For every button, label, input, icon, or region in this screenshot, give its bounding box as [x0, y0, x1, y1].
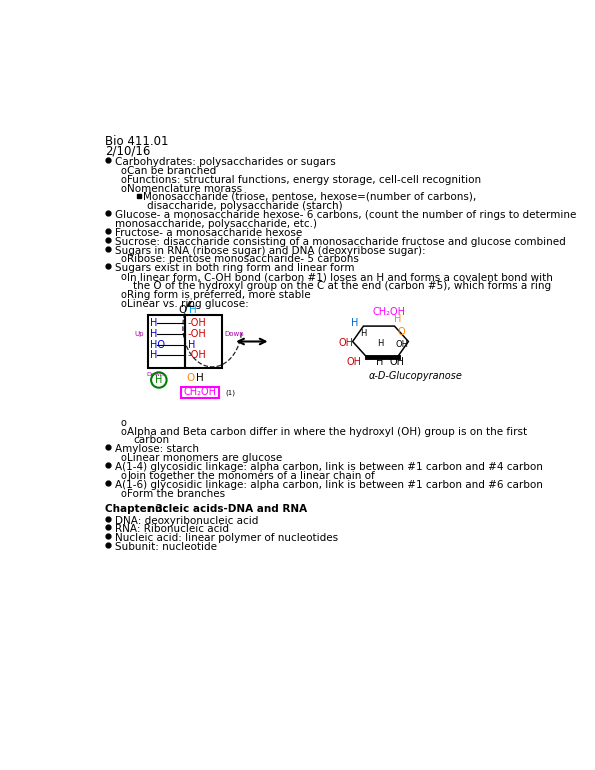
Text: H: H [187, 340, 195, 350]
Text: o: o [121, 272, 127, 282]
Text: Chapter 3:: Chapter 3: [105, 504, 167, 514]
Bar [148, 316, 185, 367]
Text: nucleic acids-DNA and RNA: nucleic acids-DNA and RNA [144, 504, 307, 514]
Text: O: O [187, 373, 195, 383]
Text: H: H [155, 375, 162, 385]
Text: o: o [121, 254, 127, 264]
Text: Can be branched: Can be branched [127, 166, 217, 176]
Text: -OH: -OH [187, 350, 206, 360]
Text: o: o [121, 470, 127, 480]
Text: o: o [121, 299, 127, 309]
Text: (1): (1) [226, 389, 236, 396]
Text: disaccharide, polysaccharide (starch): disaccharide, polysaccharide (starch) [147, 201, 343, 211]
Text: In linear form, C-OH bond (carbon #1) loses an H and forms a covalent bond with: In linear form, C-OH bond (carbon #1) lo… [127, 272, 553, 282]
Text: A(1-6) glycosidic linkage: alpha carbon, link is between #1 carbon and #6 carbon: A(1-6) glycosidic linkage: alpha carbon,… [115, 480, 543, 490]
Text: O: O [178, 304, 186, 314]
Text: Nucleic acid: linear polymer of nucleotides: Nucleic acid: linear polymer of nucleoti… [115, 533, 338, 543]
Text: monosaccharide, polysaccharide, etc.): monosaccharide, polysaccharide, etc.) [115, 219, 317, 229]
Text: H: H [361, 330, 367, 338]
Text: o: o [121, 488, 127, 498]
Text: Carbohydrates: polysaccharides or sugars: Carbohydrates: polysaccharides or sugars [115, 157, 336, 167]
Text: Glucose- a monosaccharide hexose- 6 carbons, (count the number of rings to deter: Glucose- a monosaccharide hexose- 6 carb… [115, 210, 576, 220]
Text: Linear monomers are glucose: Linear monomers are glucose [127, 453, 282, 463]
Text: o: o [121, 175, 127, 185]
Text: Subunit: nucleotide: Subunit: nucleotide [115, 542, 217, 552]
Bar [180, 387, 220, 397]
Text: Up: Up [134, 331, 143, 336]
Text: H: H [151, 350, 158, 360]
Text: H: H [151, 329, 158, 339]
Text: o: o [121, 290, 127, 300]
Text: Sugars in RNA (ribose sugar) and DNA (deoxyribose sugar):: Sugars in RNA (ribose sugar) and DNA (de… [115, 246, 425, 256]
Text: o: o [121, 166, 127, 176]
Text: H: H [151, 318, 158, 328]
Text: Alpha and Beta carbon differ in where the hydroxyl (OH) group is on the first: Alpha and Beta carbon differ in where th… [127, 427, 527, 437]
Text: Monosaccharide (triose, pentose, hexose=(number of carbons),: Monosaccharide (triose, pentose, hexose=… [143, 192, 476, 203]
Text: HO: HO [151, 340, 165, 350]
Text: H: H [351, 318, 358, 328]
Text: H: H [377, 339, 383, 347]
Text: o: o [121, 427, 127, 437]
Text: OH: OH [390, 357, 405, 367]
Text: -OH: -OH [187, 318, 206, 328]
Text: Functions: structural functions, energy storage, cell-cell recognition: Functions: structural functions, energy … [127, 175, 481, 185]
Text: Amylose: starch: Amylose: starch [115, 444, 199, 454]
Text: CH₂OH: CH₂OH [183, 387, 217, 397]
Bar [185, 316, 223, 367]
Text: Sucrose: disaccharide consisting of a monosaccharide fructose and glucose combin: Sucrose: disaccharide consisting of a mo… [115, 236, 565, 246]
Text: Down: Down [146, 371, 164, 377]
Text: H: H [394, 314, 402, 324]
Text: -OH: -OH [187, 329, 206, 339]
Text: A(1-4) glycosidic linkage: alpha carbon, link is between #1 carbon and #4 carbon: A(1-4) glycosidic linkage: alpha carbon,… [115, 462, 543, 472]
Text: the O of the hydroxyl group on the C at the end (carbon #5), which forms a ring: the O of the hydroxyl group on the C at … [133, 281, 552, 291]
Text: Down: Down [225, 331, 245, 336]
Text: H: H [196, 373, 204, 383]
Text: Ring form is preferred, more stable: Ring form is preferred, more stable [127, 290, 311, 300]
Text: Ribose: pentose monosaccharide- 5 carbons: Ribose: pentose monosaccharide- 5 carbon… [127, 254, 359, 264]
Text: Form the branches: Form the branches [127, 488, 225, 498]
Text: H: H [189, 304, 197, 314]
Text: Fructose- a monosaccharide hexose: Fructose- a monosaccharide hexose [115, 228, 302, 238]
Text: O: O [397, 327, 405, 337]
Text: OH: OH [339, 338, 353, 348]
Text: α-D-Glucopyranose: α-D-Glucopyranose [369, 370, 463, 380]
Text: H: H [376, 357, 383, 367]
Text: Bio 411.01: Bio 411.01 [105, 135, 169, 148]
Text: o: o [121, 183, 127, 193]
Text: 2/10/16: 2/10/16 [105, 145, 151, 158]
Text: RNA: Ribonucleic acid: RNA: Ribonucleic acid [115, 524, 228, 534]
Text: o: o [121, 417, 127, 427]
Text: Join together the monomers of a linear chain of: Join together the monomers of a linear c… [127, 470, 375, 480]
Text: Nomenclature morass: Nomenclature morass [127, 183, 242, 193]
Text: Sugars exist in both ring form and linear form: Sugars exist in both ring form and linea… [115, 263, 354, 273]
Text: OH: OH [346, 357, 361, 367]
Text: DNA: deoxyribonucleic acid: DNA: deoxyribonucleic acid [115, 516, 258, 525]
Text: CH₂OH: CH₂OH [372, 307, 406, 317]
Text: o: o [121, 453, 127, 463]
Text: Linear vs. ring glucose:: Linear vs. ring glucose: [127, 299, 249, 309]
Text: OH: OH [396, 340, 409, 349]
Text: carbon: carbon [133, 435, 170, 445]
